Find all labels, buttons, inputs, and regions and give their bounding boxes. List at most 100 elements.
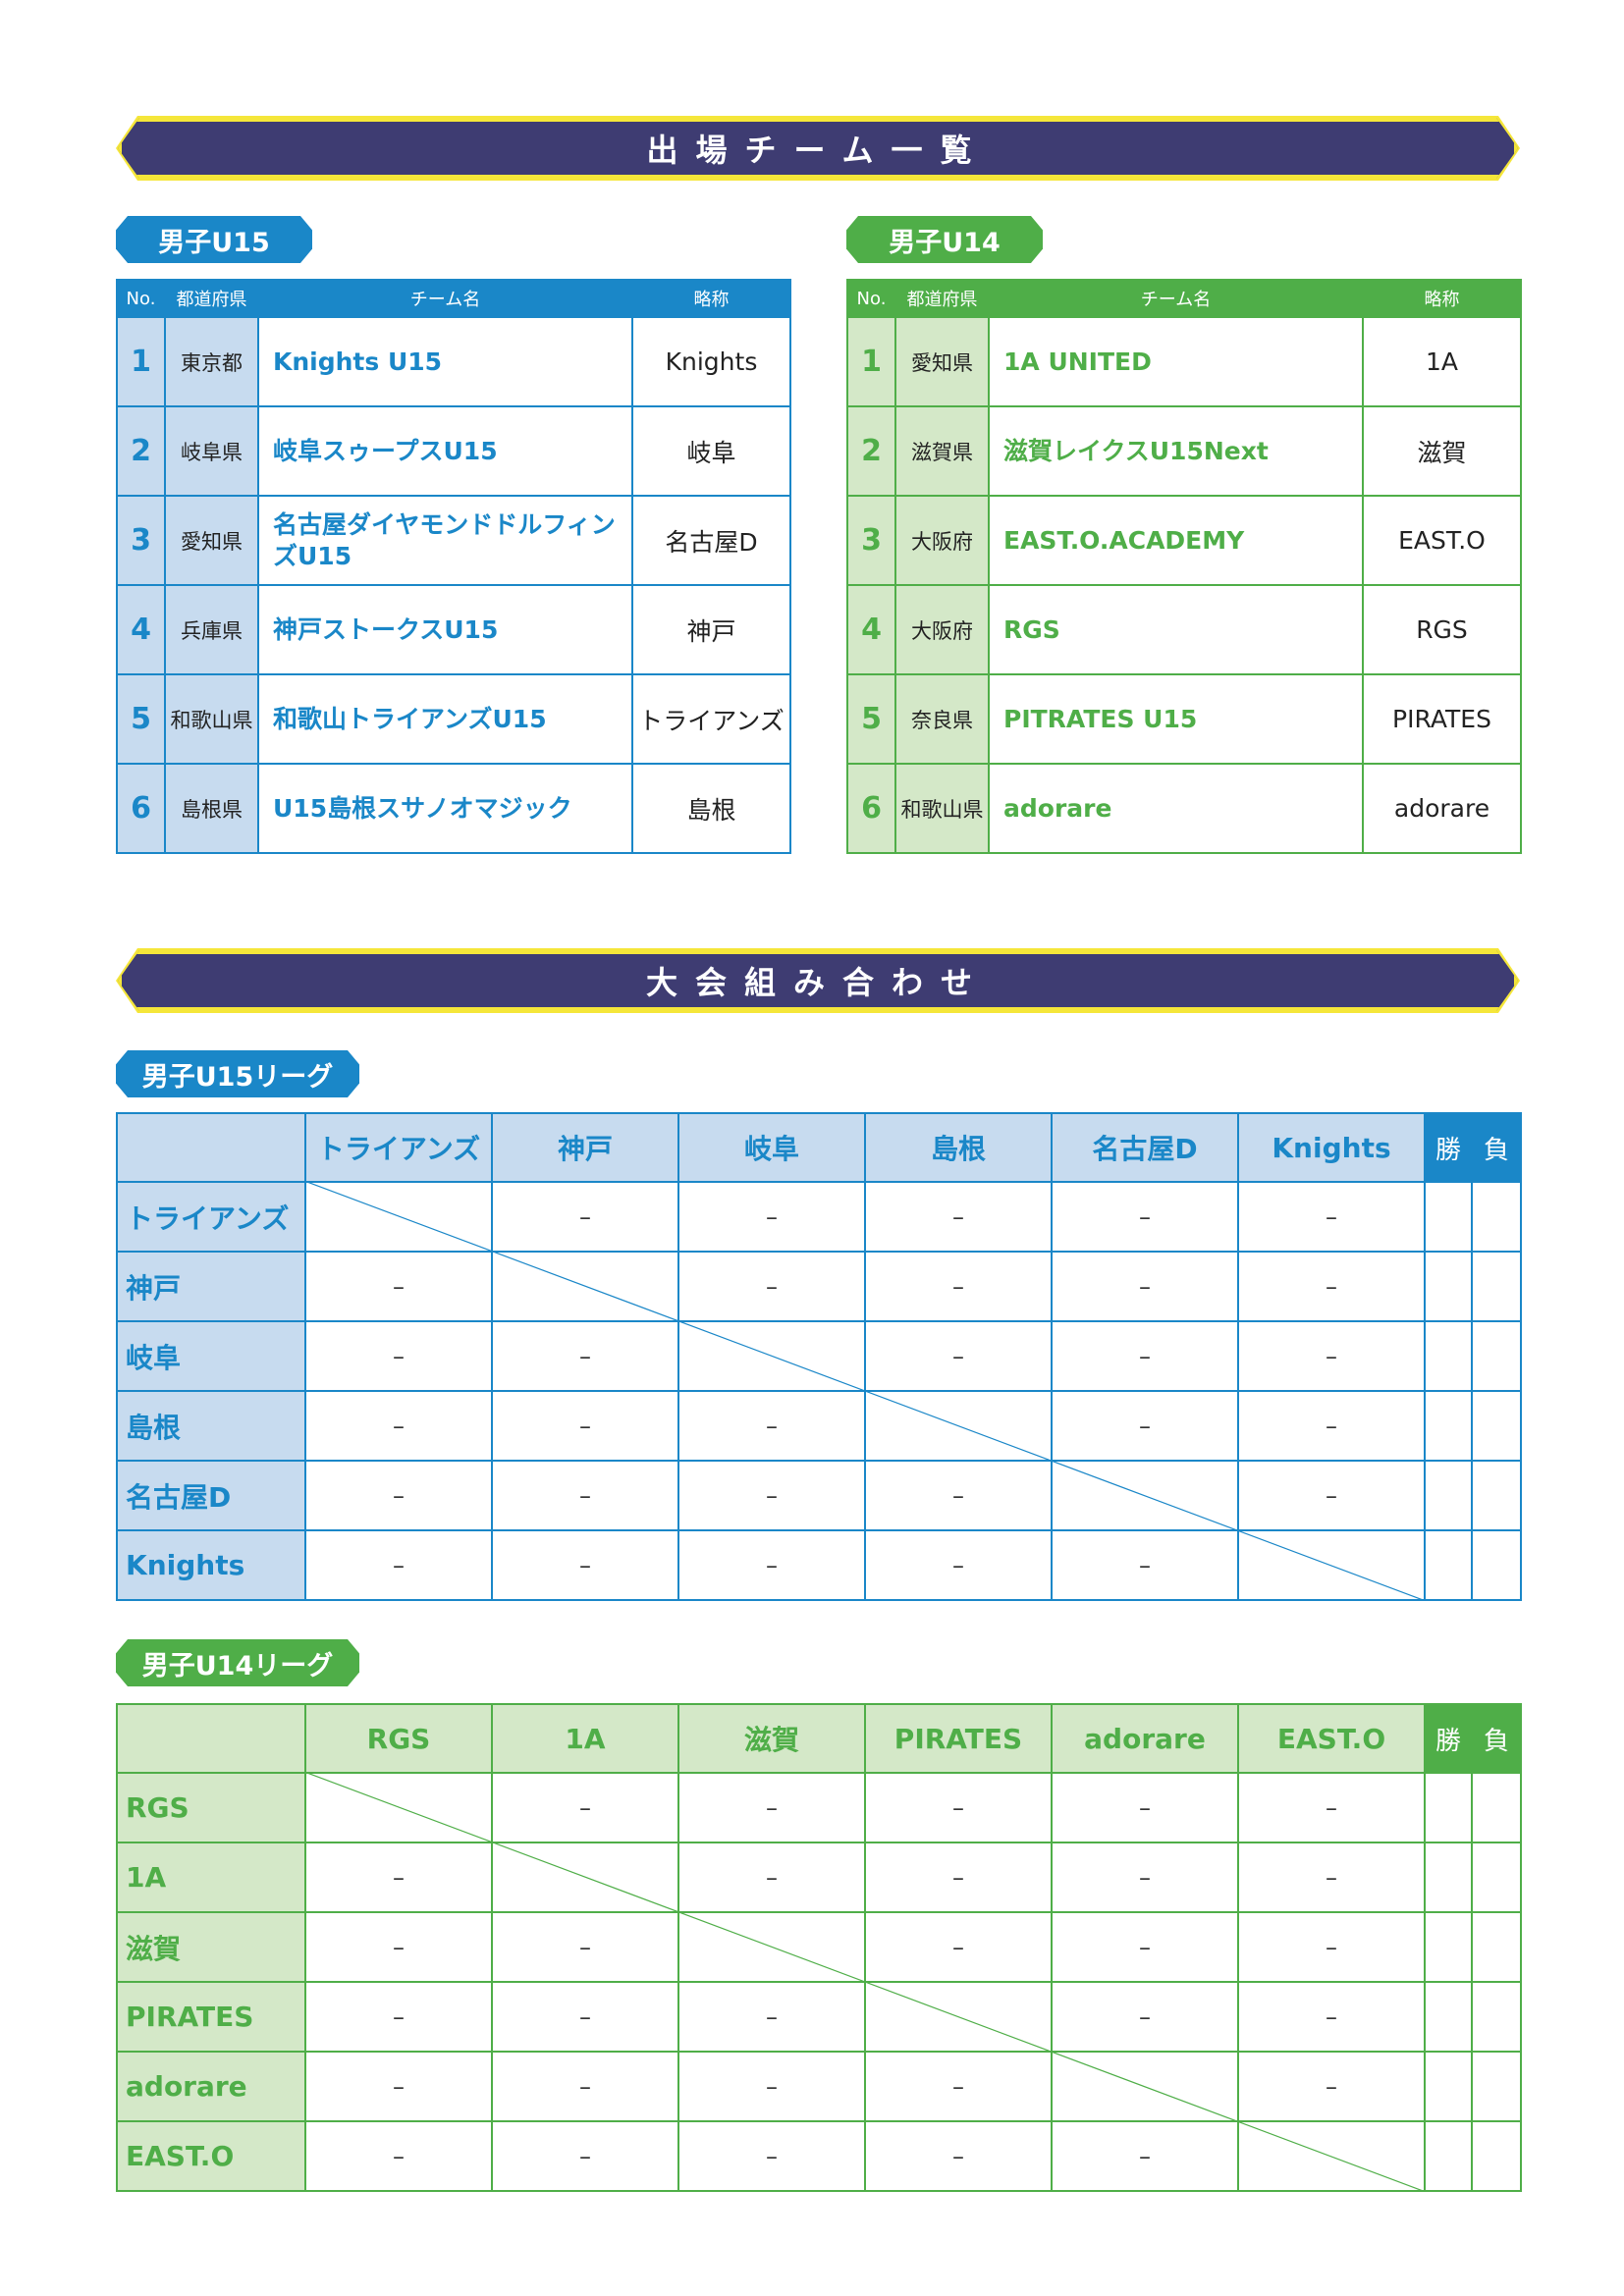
cell-pref: 愛知県 xyxy=(894,316,990,407)
match-cell: – xyxy=(677,1772,866,1843)
cell-no: 4 xyxy=(116,584,166,675)
column-team: RGS xyxy=(304,1703,493,1774)
league-label: 男子U15リーグ xyxy=(116,1050,359,1097)
cell-name: 1A UNITED xyxy=(988,316,1364,407)
match-cell: – xyxy=(1237,1460,1426,1531)
match-cell: – xyxy=(1051,1181,1239,1253)
wins-cell xyxy=(1424,1181,1473,1253)
match-cell: – xyxy=(677,1842,866,1913)
row-team: 名古屋D xyxy=(116,1460,306,1531)
cell-abbr: 名古屋D xyxy=(631,495,791,586)
column-header: No. xyxy=(116,279,166,318)
losses-cell xyxy=(1471,1181,1522,1253)
wins-cell xyxy=(1424,1251,1473,1322)
column-team: adorare xyxy=(1051,1703,1239,1774)
losses-cell xyxy=(1471,1460,1522,1531)
match-cell: – xyxy=(677,1251,866,1322)
table-row: 6 島根県 U15島根スサノオマジック 島根 xyxy=(116,763,791,854)
match-cell: – xyxy=(677,2120,866,2192)
column-header: 都道府県 xyxy=(164,279,259,318)
match-cell: – xyxy=(864,1320,1053,1392)
self-match-cell xyxy=(1051,1460,1239,1531)
cell-name: EAST.O.ACADEMY xyxy=(988,495,1364,586)
cell-pref: 島根県 xyxy=(164,763,259,854)
column-header: 略称 xyxy=(631,279,791,318)
match-cell: – xyxy=(304,1529,493,1601)
cell-abbr: 神戸 xyxy=(631,584,791,675)
table-row: 3 愛知県 名古屋ダイヤモンドドルフィンズU15 名古屋D xyxy=(116,495,791,586)
match-cell: – xyxy=(864,1842,1053,1913)
match-cell: – xyxy=(1051,1390,1239,1462)
match-cell: – xyxy=(1051,1772,1239,1843)
cell-abbr: PIRATES xyxy=(1362,673,1522,765)
self-match-cell xyxy=(677,1320,866,1392)
section-title: 出場チーム一覧 xyxy=(646,132,990,169)
cell-pref: 東京都 xyxy=(164,316,259,407)
column-team: 名古屋D xyxy=(1051,1112,1239,1183)
wins-cell xyxy=(1424,2051,1473,2122)
match-cell: – xyxy=(864,1251,1053,1322)
league-table: トライアンズ 神戸 岐阜 島根 名古屋D Knights 勝負トライアンズ – – – – – 神戸 – –… xyxy=(116,1112,1522,1601)
match-cell: – xyxy=(677,1529,866,1601)
corner-cell xyxy=(116,1703,306,1774)
table-row: 2 岐阜県 岐阜スゥープスU15 岐阜 xyxy=(116,405,791,497)
section-title: 大会組み合わせ xyxy=(645,964,990,1001)
cell-abbr: 滋賀 xyxy=(1362,405,1522,497)
column-team: 神戸 xyxy=(491,1112,679,1183)
self-match-cell xyxy=(491,1842,679,1913)
match-cell: – xyxy=(491,1320,679,1392)
column-team: EAST.O xyxy=(1237,1703,1426,1774)
list-label: 男子U14 xyxy=(846,216,1043,263)
table-row: 滋賀 – – – – – xyxy=(116,1911,1522,1983)
match-cell: – xyxy=(864,1181,1053,1253)
match-cell: – xyxy=(491,1772,679,1843)
self-match-cell xyxy=(1237,2120,1426,2192)
table-row: PIRATES – – – – – xyxy=(116,1981,1522,2053)
cell-no: 3 xyxy=(846,495,896,586)
column-team: 滋賀 xyxy=(677,1703,866,1774)
self-match-cell xyxy=(864,1390,1053,1462)
cell-name: Knights U15 xyxy=(257,316,633,407)
match-cell: – xyxy=(1237,1981,1426,2053)
losses-cell xyxy=(1471,1842,1522,1913)
cell-name: 神戸ストークスU15 xyxy=(257,584,633,675)
row-team: 滋賀 xyxy=(116,1911,306,1983)
cell-name: U15島根スサノオマジック xyxy=(257,763,633,854)
self-match-cell xyxy=(1051,2051,1239,2122)
match-cell: – xyxy=(1237,1911,1426,1983)
cell-name: 岐阜スゥープスU15 xyxy=(257,405,633,497)
row-team: EAST.O xyxy=(116,2120,306,2192)
cell-pref: 兵庫県 xyxy=(164,584,259,675)
table-row: RGS – – – – – xyxy=(116,1772,1522,1843)
table-row: 5 奈良県 PITRATES U15 PIRATES xyxy=(846,673,1522,765)
row-team: adorare xyxy=(116,2051,306,2122)
match-cell: – xyxy=(1051,1911,1239,1983)
wins-cell xyxy=(1424,1390,1473,1462)
cell-name: 名古屋ダイヤモンドドルフィンズU15 xyxy=(257,495,633,586)
wins-cell xyxy=(1424,1772,1473,1843)
match-cell: – xyxy=(491,1460,679,1531)
match-cell: – xyxy=(1237,1251,1426,1322)
table-row: Knights – – – – – xyxy=(116,1529,1522,1601)
cell-no: 1 xyxy=(846,316,896,407)
cell-pref: 和歌山県 xyxy=(894,763,990,854)
self-match-cell xyxy=(864,1981,1053,2053)
match-cell: – xyxy=(1237,1320,1426,1392)
row-team: トライアンズ xyxy=(116,1181,306,1253)
column-team: トライアンズ xyxy=(304,1112,493,1183)
table-row: 1A – – – – – xyxy=(116,1842,1522,1913)
wins-cell xyxy=(1424,1842,1473,1913)
table-row: 名古屋D – – – – – xyxy=(116,1460,1522,1531)
table-row: adorare – – – – – xyxy=(116,2051,1522,2122)
league-table: RGS 1A 滋賀 PIRATES adorare EAST.O 勝負 RGS – – – – –1A –… xyxy=(116,1703,1522,2192)
match-cell: – xyxy=(1237,1181,1426,1253)
cell-abbr: EAST.O xyxy=(1362,495,1522,586)
wins-cell xyxy=(1424,1460,1473,1531)
row-team: RGS xyxy=(116,1772,306,1843)
match-cell: – xyxy=(304,2051,493,2122)
match-cell: – xyxy=(677,2051,866,2122)
match-cell: – xyxy=(304,1251,493,1322)
cell-abbr: トライアンズ xyxy=(631,673,791,765)
row-team: 島根 xyxy=(116,1390,306,1462)
team-list-table: No. 都道府県 チーム名 略称 1 愛知県 1A UNITED 1A 2 滋賀県 滋賀レイクスU1… xyxy=(846,279,1522,854)
